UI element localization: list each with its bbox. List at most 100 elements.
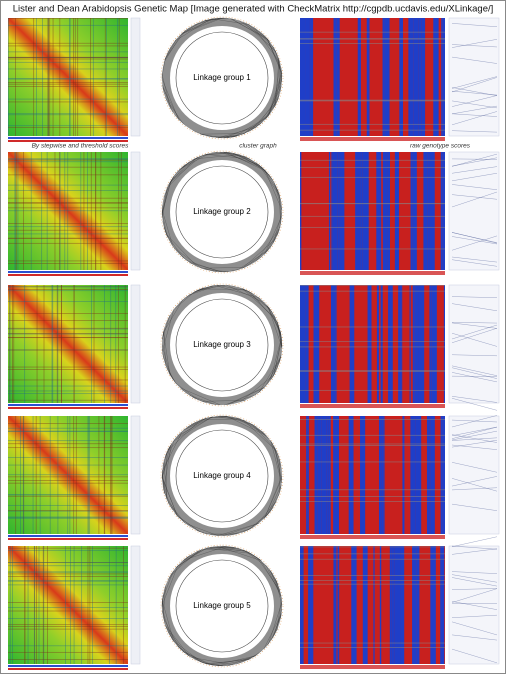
chord xyxy=(214,285,259,298)
chord xyxy=(161,439,175,478)
chord xyxy=(241,288,276,319)
marker-link xyxy=(451,77,498,93)
genotype-matrix xyxy=(300,152,445,270)
chord xyxy=(279,202,282,228)
chord xyxy=(266,485,282,517)
genotype-stripe xyxy=(348,416,354,534)
heatmap-stripe xyxy=(14,152,16,270)
annotation: cluster graph xyxy=(239,143,277,150)
marker-link xyxy=(451,296,498,298)
heatmap-stripe xyxy=(8,161,128,163)
heatmap-stripe xyxy=(8,440,128,442)
chord xyxy=(269,569,279,585)
marker-link xyxy=(451,166,498,174)
chord xyxy=(247,650,263,661)
heatmap-stripe xyxy=(8,126,128,128)
chord xyxy=(166,234,198,267)
heatmap-stripe xyxy=(90,18,91,136)
heatmap-stripe xyxy=(67,152,69,270)
chord xyxy=(193,658,208,665)
heatmap-stripe xyxy=(115,546,117,664)
genotype-row xyxy=(300,100,445,102)
chord xyxy=(269,439,276,449)
marker-profile xyxy=(448,151,500,271)
chord xyxy=(185,19,207,31)
chord xyxy=(226,386,265,406)
genotype-stripe xyxy=(378,416,382,534)
heatmap-stripe xyxy=(73,285,75,403)
chord xyxy=(180,163,187,169)
genotype-row xyxy=(300,326,445,328)
chord xyxy=(281,68,283,76)
heatmap-stripe xyxy=(8,242,128,244)
chord xyxy=(190,25,193,27)
heatmap-stripe xyxy=(8,494,128,496)
chord xyxy=(166,499,186,524)
marker-link xyxy=(451,487,498,491)
heatmap-stripe xyxy=(47,18,49,136)
chord xyxy=(192,396,207,404)
chord xyxy=(276,580,277,582)
group-label: Linkage group 3 xyxy=(193,340,251,349)
heatmap-stripe xyxy=(8,223,128,224)
genotype-stripe xyxy=(332,152,338,270)
genotype-row xyxy=(300,31,445,33)
heatmap-stripe xyxy=(8,385,128,387)
chord xyxy=(213,546,248,552)
genotype-row xyxy=(300,580,445,581)
genotype-stripe xyxy=(408,18,414,136)
marker-link xyxy=(451,76,498,89)
heatmap-stripe xyxy=(8,431,128,432)
genotype-stripe xyxy=(307,416,309,534)
chord xyxy=(168,372,175,382)
genotype-stripe xyxy=(442,152,445,270)
chord xyxy=(172,416,213,442)
chord xyxy=(231,269,238,272)
heatmap-stripe xyxy=(74,18,76,136)
marker-link xyxy=(451,184,498,190)
genotype-stripe xyxy=(337,546,340,664)
chord xyxy=(163,461,168,500)
genotype-stripe xyxy=(373,546,375,664)
heatmap-stripe xyxy=(8,480,128,481)
chord xyxy=(166,39,177,55)
heatmap-stripe xyxy=(110,416,112,534)
heatmap-stripe xyxy=(118,152,120,270)
marker-link xyxy=(451,111,498,126)
chord xyxy=(255,500,277,526)
genotype-stripe xyxy=(410,416,416,534)
chord xyxy=(174,114,180,121)
genotype-stripe xyxy=(335,285,337,403)
heatmap-stripe xyxy=(8,651,128,653)
genotype-stripe xyxy=(414,285,419,403)
genotype-stripe xyxy=(366,18,370,136)
chord xyxy=(253,26,281,63)
marker-link xyxy=(451,256,498,263)
chord xyxy=(183,417,207,431)
side-profile xyxy=(130,545,141,665)
heatmap-stripe xyxy=(24,546,26,664)
heatmap-stripe xyxy=(69,18,71,136)
genotype-stripe xyxy=(431,285,437,403)
heatmap-stripe xyxy=(124,285,126,403)
heatmap-stripe xyxy=(8,571,128,573)
chord xyxy=(242,399,246,402)
genotype-stripe xyxy=(381,416,384,534)
chord xyxy=(162,220,166,233)
heatmap-stripe xyxy=(8,349,128,351)
chord xyxy=(161,74,172,110)
marker-link xyxy=(451,426,498,436)
chord xyxy=(217,126,257,139)
heatmap-stripe xyxy=(59,18,61,136)
marker-link xyxy=(451,113,498,117)
heatmap-stripe xyxy=(90,152,92,270)
heatmap-stripe xyxy=(8,430,128,432)
chord xyxy=(204,152,231,155)
genotype-stripe xyxy=(305,18,310,136)
chord xyxy=(273,63,281,109)
heatmap-stripe xyxy=(8,607,128,608)
chord xyxy=(172,172,178,179)
heatmap-stripe xyxy=(52,285,54,403)
chord xyxy=(165,231,168,238)
genotype-stripe xyxy=(418,18,422,136)
